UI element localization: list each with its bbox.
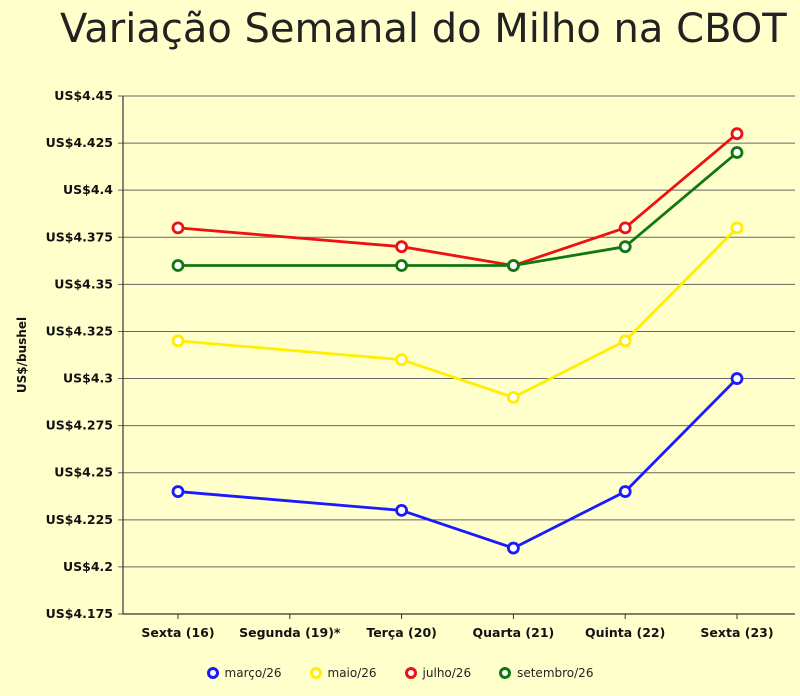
data-point	[171, 259, 185, 272]
x-axis: Sexta (16) Segunda (19)* Terça (20) Quarta …	[123, 613, 795, 640]
series-março/26	[171, 372, 744, 555]
y-axis: US$4.175 US$4.2 US$4.225 US$4.25 US$4.275 US$…	[46, 88, 124, 621]
series-setembro/26	[171, 146, 744, 272]
legend-marker-icon	[309, 667, 322, 679]
series-group	[171, 127, 744, 555]
legend-marker-icon	[404, 667, 417, 679]
legend-label: março/26	[224, 666, 282, 680]
legend-item: maio/26	[309, 666, 377, 680]
legend-label: julho/26	[422, 666, 472, 680]
legend-label: setembro/26	[517, 666, 594, 680]
data-point	[171, 221, 185, 235]
y-tick-label: US$4.25	[54, 465, 113, 480]
legend-item: setembro/26	[499, 666, 593, 680]
data-point	[507, 259, 520, 272]
legend: março/26 maio/26 julho/26 setembro/26	[0, 666, 800, 680]
data-point	[730, 146, 744, 159]
x-tick-label: Terça (20)	[366, 625, 437, 640]
x-tick-label: Sexta (16)	[141, 625, 214, 640]
y-tick-label: US$4.3	[63, 371, 113, 386]
data-point	[395, 503, 409, 517]
y-tick-label: US$4.175	[46, 606, 113, 621]
data-point	[507, 541, 520, 555]
data-point	[618, 221, 632, 235]
series-maio/26	[171, 221, 744, 404]
legend-item: julho/26	[404, 666, 472, 680]
y-axis-label: US$/bushel	[15, 317, 29, 393]
y-tick-label: US$4.275	[46, 418, 113, 433]
y-tick-label: US$4.45	[54, 88, 113, 103]
data-point	[618, 485, 632, 498]
x-tick-label: Quinta (22)	[585, 625, 665, 640]
y-tick-label: US$4.325	[46, 323, 113, 338]
y-tick-label: US$4.225	[46, 512, 113, 527]
data-point	[730, 372, 744, 385]
data-point	[395, 353, 409, 367]
data-point	[507, 390, 520, 404]
y-tick-label: US$4.4	[63, 182, 113, 197]
data-point	[171, 485, 185, 498]
series-line	[177, 132, 738, 267]
x-tick-label: Sexta (23)	[700, 625, 773, 640]
y-tick-label: US$4.2	[63, 559, 113, 574]
line-chart: US$4.175 US$4.2 US$4.225 US$4.25 US$4.275 US$…	[15, 88, 795, 640]
legend-label: maio/26	[327, 666, 377, 680]
legend-item: março/26	[206, 666, 282, 680]
data-point	[618, 334, 632, 348]
y-tick-label: US$4.375	[46, 229, 113, 244]
data-point	[618, 240, 632, 254]
data-point	[395, 259, 409, 272]
series-julho/26	[171, 127, 744, 272]
data-point	[171, 334, 185, 348]
data-point	[395, 240, 409, 254]
y-tick-label: US$4.35	[54, 276, 113, 291]
x-tick-label: Quarta (21)	[473, 625, 555, 640]
data-point	[730, 221, 744, 235]
series-line	[177, 377, 738, 550]
legend-marker-icon	[499, 667, 512, 679]
data-point	[730, 127, 744, 141]
y-tick-label: US$4.425	[46, 135, 113, 150]
series-line	[178, 151, 738, 267]
chart-title: Variação Semanal do Milho na CBOT	[60, 6, 787, 52]
legend-marker-icon	[206, 667, 219, 679]
x-tick-label: Segunda (19)*	[239, 625, 341, 640]
gridlines	[118, 95, 795, 615]
series-line	[177, 226, 738, 399]
